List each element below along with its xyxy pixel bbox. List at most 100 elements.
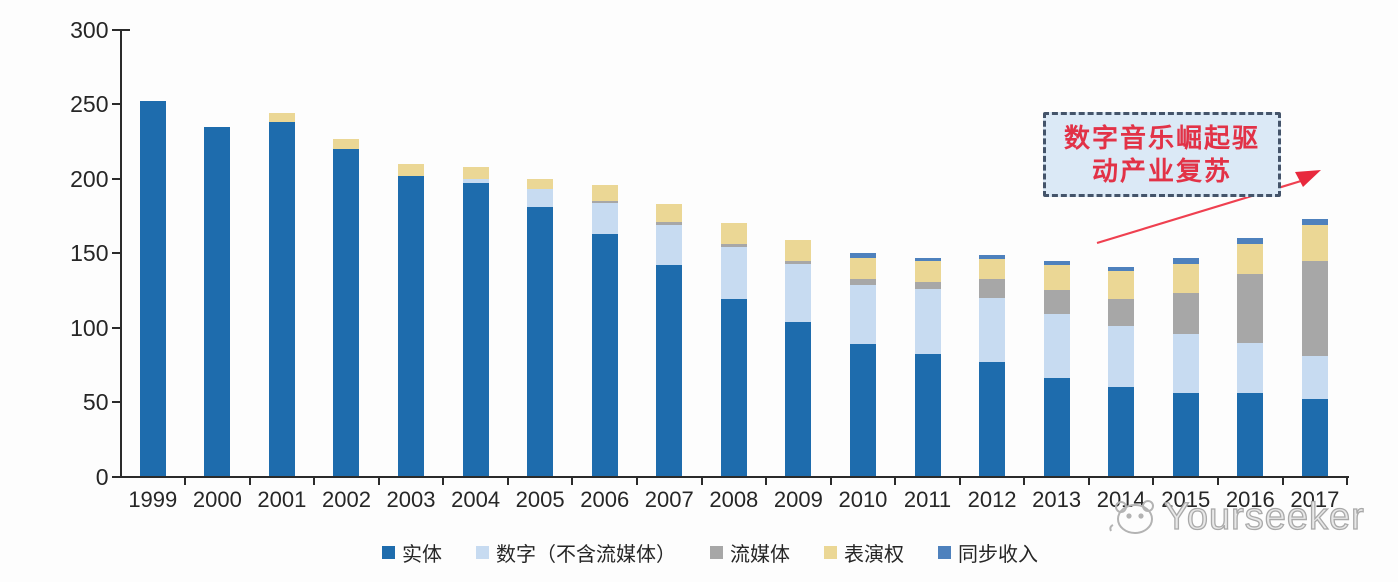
bar-segment — [849, 278, 876, 285]
x-tick — [765, 476, 768, 485]
bar-segment — [1172, 393, 1199, 477]
y-axis-top-tick — [120, 29, 130, 31]
x-axis-label: 2005 — [515, 486, 565, 512]
bar-segment — [914, 260, 941, 282]
bar-segment — [462, 183, 489, 477]
y-tick-label: 100 — [70, 314, 109, 341]
bar-segment — [849, 253, 876, 258]
x-axis-label: 2017 — [1290, 486, 1340, 512]
y-tick — [111, 401, 121, 404]
bar-segment — [1108, 266, 1135, 272]
x-tick — [506, 476, 509, 485]
bar-segment — [979, 361, 1006, 477]
bar-segment — [1172, 293, 1199, 334]
x-tick — [1152, 476, 1155, 485]
bar-segment — [1043, 378, 1070, 477]
x-tick — [442, 476, 445, 485]
bar-segment — [1237, 393, 1264, 477]
legend-item: 实体 — [382, 538, 442, 567]
bar-segment — [1172, 333, 1199, 394]
bar-segment — [1301, 260, 1328, 356]
watermark: Yourseeker — [1108, 494, 1365, 540]
y-tick — [111, 326, 121, 329]
x-axis-label: 2013 — [1032, 486, 1082, 512]
x-axis-label: 1999 — [128, 486, 178, 512]
x-axis-label: 2003 — [386, 486, 436, 512]
bar-segment — [849, 257, 876, 279]
bar-segment — [1108, 387, 1135, 477]
x-tick — [1281, 476, 1284, 485]
x-tick — [248, 476, 251, 485]
bar-segment — [527, 178, 554, 190]
y-tick-label: 200 — [70, 165, 109, 192]
legend-swatch-icon — [710, 545, 723, 559]
legend-label: 实体 — [402, 543, 442, 566]
y-tick — [111, 252, 121, 255]
watermark-text: Yourseeker — [1163, 495, 1365, 538]
legend-label: 流媒体 — [730, 543, 790, 566]
bar-segment — [656, 204, 683, 222]
x-axis-label: 2007 — [644, 486, 694, 512]
bar-segment — [656, 224, 683, 266]
legend-swatch-icon — [824, 545, 837, 559]
annotation-text-line1: 数字音乐崛起驱 — [1063, 122, 1260, 153]
y-tick-label: 50 — [82, 389, 109, 416]
legend-label: 数字（不含流媒体） — [496, 543, 676, 566]
x-tick — [700, 476, 703, 485]
y-tick — [111, 103, 121, 106]
x-axis-label: 2002 — [321, 486, 371, 512]
bar-segment — [398, 175, 425, 477]
legend-item: 流媒体 — [710, 538, 790, 567]
bar-segment — [1108, 326, 1135, 388]
x-axis — [119, 475, 1349, 478]
bar-segment — [1237, 342, 1264, 394]
bar-segment — [1043, 260, 1070, 266]
bar-segment — [1043, 314, 1070, 379]
x-axis-label: 2004 — [451, 486, 501, 512]
bar-segment — [785, 321, 812, 477]
bar-segment — [979, 278, 1006, 298]
legend-swatch-icon — [938, 545, 951, 559]
x-tick — [1087, 476, 1090, 485]
bar-segment — [398, 163, 425, 176]
bar-segment — [1172, 257, 1199, 264]
bar-segment — [1301, 355, 1328, 400]
bar-segment — [656, 222, 683, 225]
x-tick — [1346, 476, 1349, 485]
x-tick — [1023, 476, 1026, 485]
x-axis-label: 2006 — [580, 486, 630, 512]
annotation-text-line2: 动产业复苏 — [1091, 155, 1232, 186]
bar-segment — [527, 207, 554, 477]
bar-segment — [268, 113, 295, 123]
bar-segment — [785, 239, 812, 261]
x-tick — [377, 476, 380, 485]
x-axis-label: 2009 — [773, 486, 823, 512]
bar-segment — [849, 344, 876, 477]
x-tick — [894, 476, 897, 485]
x-tick — [571, 476, 574, 485]
x-tick — [1217, 476, 1220, 485]
x-tick — [958, 476, 961, 485]
x-axis-label: 2001 — [257, 486, 307, 512]
bar-segment — [462, 166, 489, 179]
legend-item: 表演权 — [824, 538, 904, 567]
bar-segment — [720, 223, 747, 245]
y-tick-label: 150 — [70, 240, 109, 267]
y-tick — [111, 29, 121, 31]
bar-segment — [1043, 290, 1070, 315]
bar-segment — [914, 281, 941, 289]
bar-segment — [268, 122, 295, 477]
bar-segment — [1301, 224, 1328, 261]
bar-segment — [591, 233, 618, 477]
bar-segment — [1237, 244, 1264, 275]
y-tick — [111, 475, 121, 478]
x-tick — [636, 476, 638, 485]
x-axis-label: 2015 — [1161, 486, 1211, 512]
legend-item: 数字（不含流媒体） — [476, 538, 676, 567]
bar-segment — [914, 354, 941, 477]
bar-segment — [720, 299, 747, 477]
bar-segment — [914, 257, 941, 261]
legend-swatch-icon — [476, 545, 489, 559]
bar-segment — [1237, 238, 1264, 245]
bar-segment — [204, 126, 231, 477]
